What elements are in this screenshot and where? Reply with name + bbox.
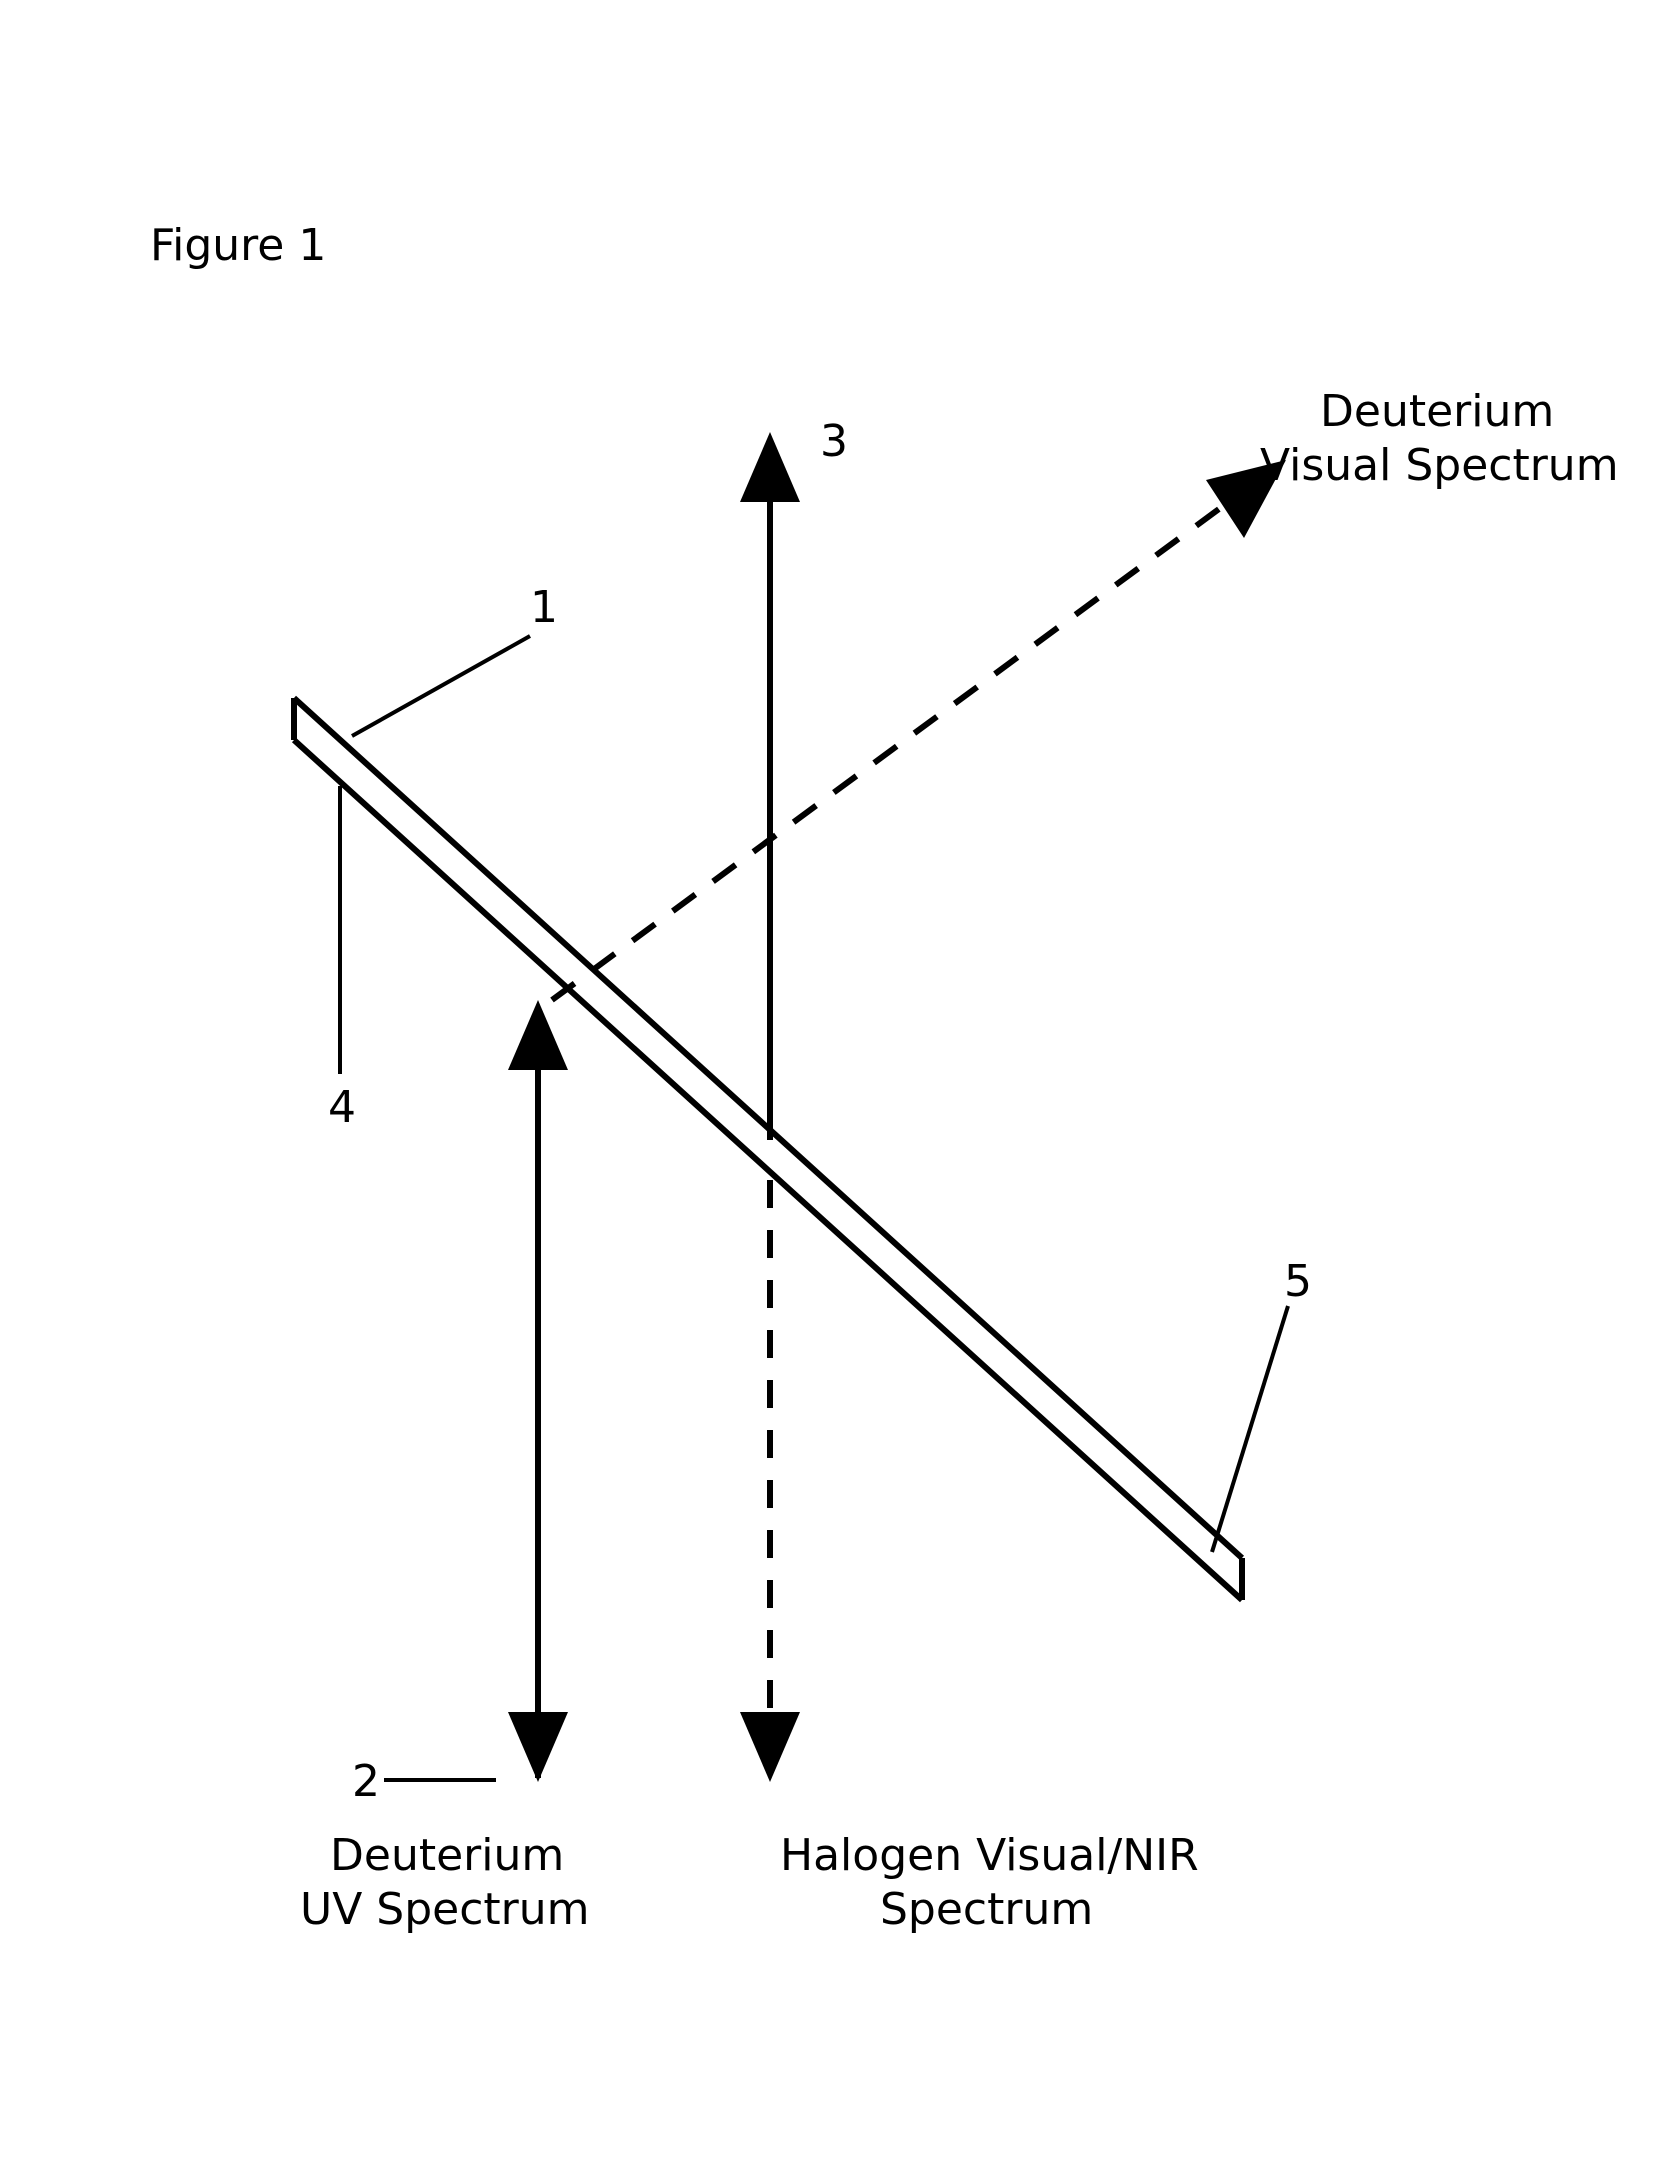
callout-1-number: 1	[530, 582, 558, 633]
callout-5-number: 5	[1284, 1256, 1312, 1307]
label-halogen-l1: Halogen Visual/NIR	[780, 1830, 1199, 1881]
callout-3-number: 3	[820, 416, 848, 467]
label-deuterium-uv-l1: Deuterium	[330, 1830, 564, 1881]
deuterium-uv-output	[508, 1040, 568, 1782]
callout-2-number: 2	[352, 1756, 380, 1807]
callout-5-leader	[1212, 1306, 1288, 1552]
label-halogen-l2: Spectrum	[880, 1884, 1093, 1935]
label-deuterium-uv-l2: UV Spectrum	[300, 1884, 590, 1935]
deuterium-visual-ray	[552, 460, 1286, 1000]
deuterium-visual-line	[552, 495, 1238, 1000]
label-deuterium-vis-l1: Deuterium	[1320, 386, 1554, 437]
figure-title: Figure 1	[150, 220, 326, 271]
halogen-bottom-arrowhead	[740, 1712, 800, 1782]
figure-1-svg: Figure 1	[0, 0, 1673, 2184]
label-deuterium-vis-l2: Visual Spectrum	[1260, 440, 1619, 491]
figure-1-page: Figure 1	[0, 0, 1673, 2184]
deuterium-uv-arrowhead	[508, 1712, 568, 1782]
callout-4-number: 4	[328, 1082, 356, 1133]
callout-1-leader	[352, 636, 530, 736]
halogen-top-arrowhead	[740, 432, 800, 502]
